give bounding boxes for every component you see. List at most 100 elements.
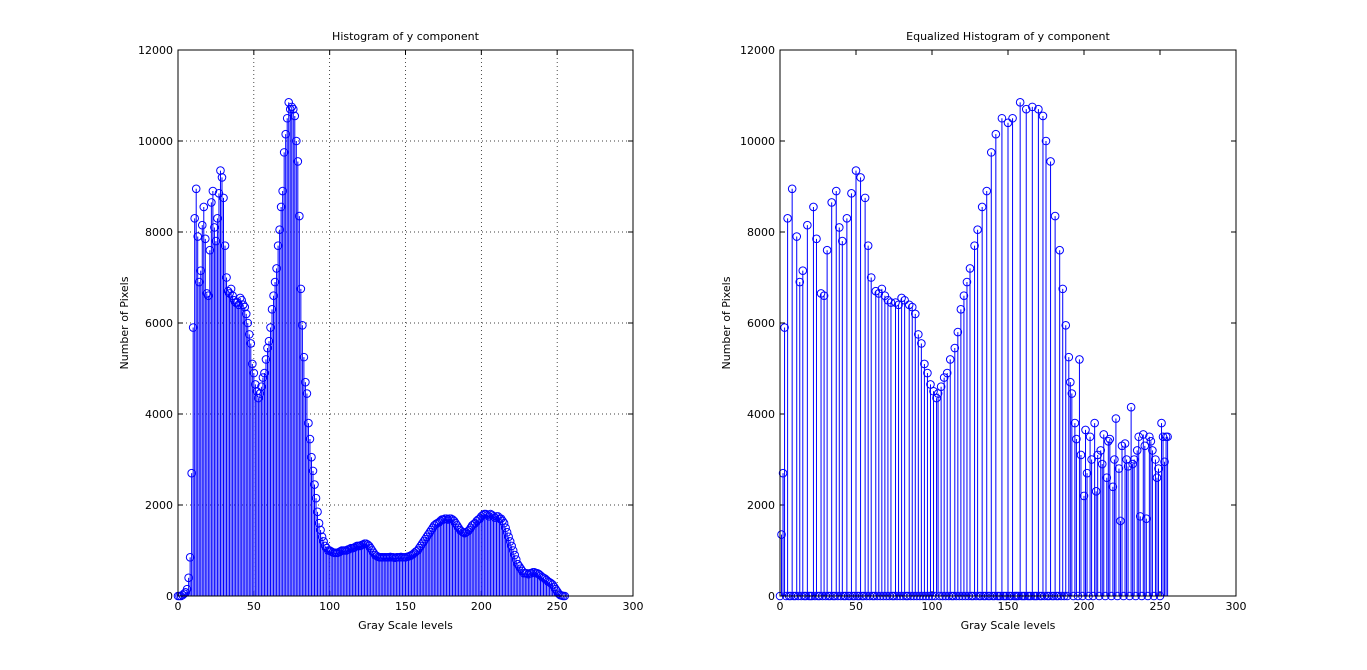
stem-marker (1126, 402, 1136, 412)
stem-marker (942, 368, 952, 378)
stem-marker (792, 232, 802, 241)
stem-marker (1034, 104, 1043, 114)
stem-marker (499, 518, 509, 528)
stem-marker (866, 273, 876, 282)
stem-marker (263, 343, 272, 353)
stem-marker (1160, 457, 1169, 467)
stem-marker (973, 225, 982, 235)
x-tick-label: 300 (1226, 600, 1247, 613)
stem-marker (542, 575, 551, 585)
stem-marker (1066, 377, 1075, 387)
stem-marker (1102, 473, 1112, 483)
stem-marker (361, 539, 371, 548)
x-tick-label: 250 (547, 600, 568, 613)
stem-marker (970, 241, 979, 250)
stem-marker (451, 518, 460, 528)
stem-marker (241, 309, 251, 319)
y-tick-label: 0 (768, 590, 775, 603)
x-tick-label: 0 (777, 600, 784, 613)
stem-marker (213, 214, 222, 223)
stem-marker (516, 564, 526, 574)
stem-marker (469, 519, 479, 529)
stem-marker (216, 166, 225, 175)
stem-marker (1055, 245, 1064, 255)
stem-marker (923, 368, 932, 378)
x-tick-label: 250 (1150, 600, 1171, 613)
stem-marker (284, 98, 294, 107)
stem-marker (264, 336, 274, 346)
stem-marker (950, 343, 960, 353)
stem-marker (178, 590, 187, 600)
stem-marker (187, 468, 196, 478)
stem-marker (1142, 514, 1151, 523)
x-tick-label: 200 (1074, 600, 1095, 613)
stem-marker (266, 323, 275, 332)
stem-marker (1061, 320, 1071, 330)
stem-marker (507, 541, 516, 551)
stem-marker (411, 547, 421, 556)
stem-marker (827, 198, 836, 207)
stem-marker (1135, 512, 1145, 521)
stem-marker (423, 530, 433, 539)
stem-marker (1117, 441, 1127, 451)
stem-marker (1003, 118, 1013, 128)
stem-marker (299, 352, 309, 362)
stem-marker (809, 202, 818, 212)
x-tick-label: 100 (319, 600, 340, 613)
stem-marker (939, 373, 949, 382)
stem-marker (366, 543, 375, 553)
stem-marker (301, 377, 310, 387)
stem-marker (254, 393, 263, 403)
stem-marker (1087, 455, 1096, 464)
stem-marker (1163, 432, 1172, 442)
stem-marker (780, 323, 789, 332)
stem-marker (422, 532, 432, 542)
y-axis-label: Number of Pixels (720, 276, 733, 369)
stem-marker (430, 521, 439, 530)
stem-marker (191, 184, 201, 194)
y-axis-label: Number of Pixels (118, 276, 131, 369)
stem-marker (897, 293, 906, 303)
stem-marker (420, 534, 430, 544)
stem-marker (1067, 389, 1077, 398)
stem-marker (1093, 450, 1102, 460)
stem-marker (545, 578, 554, 587)
stem-marker (217, 173, 227, 182)
x-axis-label: Gray Scale levels (358, 619, 453, 632)
y-tick-label: 2000 (145, 499, 173, 512)
stem-marker (261, 355, 271, 364)
stem-marker (1096, 446, 1106, 455)
stem-marker (1075, 355, 1084, 364)
stem-marker (1132, 446, 1142, 455)
stem-marker (210, 223, 219, 232)
stem-marker (883, 295, 893, 305)
y-tick-label: 12000 (138, 44, 173, 57)
stem-marker (298, 320, 307, 330)
x-tick-label: 200 (471, 600, 492, 613)
stem-marker (1038, 111, 1048, 121)
stem-marker (204, 291, 213, 301)
stem-marker (777, 530, 786, 539)
stem-marker (185, 553, 195, 562)
stem-marker (207, 198, 216, 207)
stem-marker (1104, 437, 1113, 446)
stem-marker (260, 368, 269, 378)
stem-marker (783, 214, 792, 223)
stem-marker (1145, 432, 1154, 442)
axes-frame (779, 49, 1237, 597)
stem-marker (314, 518, 324, 528)
stem-marker (1058, 284, 1068, 294)
stem-marker (1138, 430, 1148, 439)
x-tick-label: 50 (849, 600, 863, 613)
stem-marker (179, 589, 189, 599)
stem-marker (322, 543, 331, 553)
stem-marker (288, 104, 298, 114)
stem-marker (510, 550, 520, 560)
stem-marker (1157, 418, 1166, 428)
stem-marker (489, 512, 498, 521)
stem-marker (452, 521, 462, 530)
stem-marker (244, 330, 254, 339)
stem-marker (847, 189, 856, 198)
stem-marker (202, 289, 212, 298)
